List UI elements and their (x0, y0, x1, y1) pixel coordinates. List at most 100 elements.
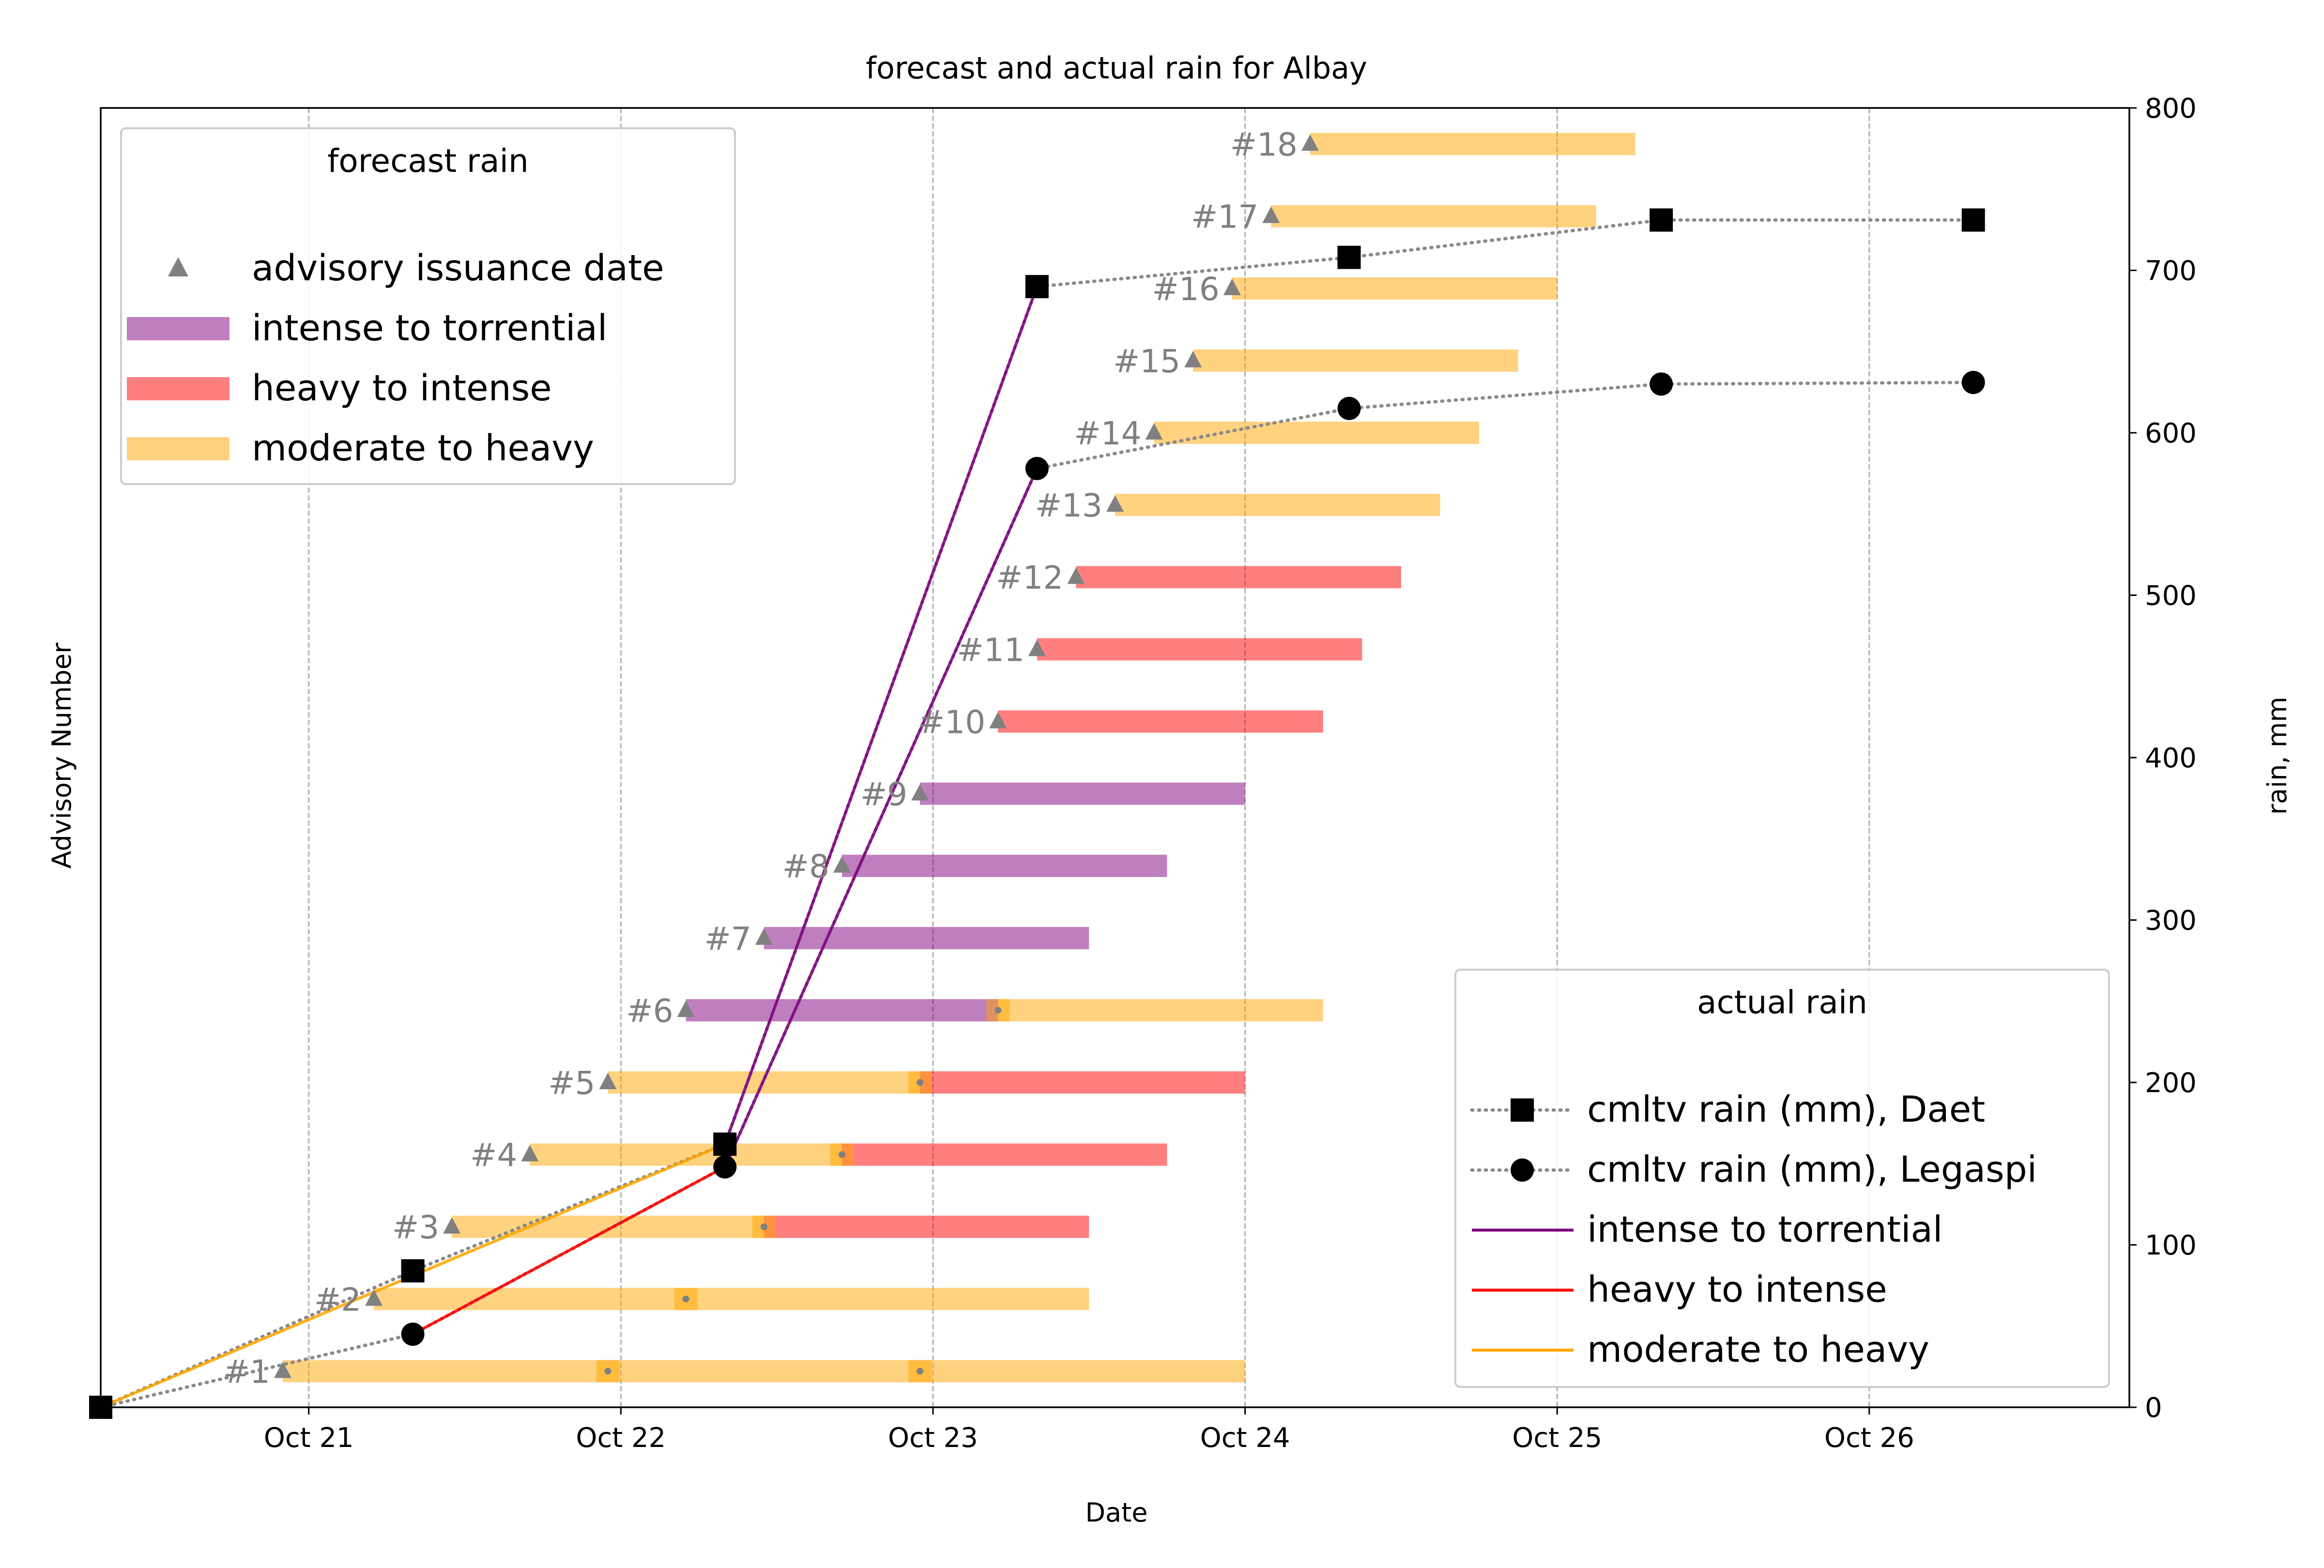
forecast-bar-heavy-to-intense (998, 710, 1323, 733)
advisory-label: #10 (918, 703, 985, 741)
advisory-issuance-triangle (1184, 350, 1202, 367)
advisory-issuance-triangle (833, 856, 851, 873)
forecast-bar-moderate-to-heavy (1232, 277, 1558, 300)
daet-square-marker (1025, 275, 1049, 299)
advisory-issuance-triangle (1262, 206, 1280, 223)
advisory-label: #5 (548, 1065, 595, 1102)
y-right-tick-label: 0 (2145, 1392, 2162, 1424)
y-axis-label-right: rain, mm (2262, 697, 2293, 815)
legaspi-circle-marker (713, 1155, 737, 1179)
advisory-issuance-triangle (677, 1000, 695, 1017)
actual-legend-circle-marker (1511, 1158, 1534, 1182)
forecast-bar-intense-to-torrential (686, 999, 998, 1021)
advisory-label: #4 (470, 1137, 517, 1174)
forecast-bar-moderate-to-heavy (1310, 133, 1636, 155)
advisory-issuance-triangle (911, 784, 929, 801)
forecast-bar-heavy-to-intense (764, 1216, 1089, 1238)
forecast-bar-heavy-to-intense (1076, 566, 1401, 589)
advisory-issuance-triangle (1223, 278, 1241, 295)
category-segment-intense-to-torrential (723, 468, 1039, 1168)
advisory-label: #8 (782, 848, 829, 885)
actual-legend-label: moderate to heavy (1587, 1329, 1929, 1370)
y-right-tick-label: 800 (2145, 93, 2197, 124)
y-axis-label-left: Advisory Number (46, 642, 77, 868)
forecast-legend-label: intense to torrential (252, 307, 607, 349)
forecast-legend-bar-swatch-heavy-to-intense (127, 377, 229, 400)
forecast-bar-moderate-to-heavy (1115, 494, 1440, 517)
advisory-label: #13 (1035, 487, 1102, 524)
forecast-bar-intense-to-torrential (841, 854, 1167, 877)
legaspi-circle-marker (1337, 396, 1361, 420)
actual-legend-label: intense to torrential (1587, 1209, 1942, 1250)
daet-square-marker (1337, 245, 1361, 269)
advisory-issuance-triangle (443, 1217, 461, 1234)
advisory-label: #2 (314, 1281, 361, 1318)
transition-dot (917, 1079, 924, 1086)
transition-dot (994, 1006, 1002, 1014)
forecast-legend-title: forecast rain (327, 142, 529, 180)
y-right-tick-label: 500 (2145, 580, 2197, 612)
advisory-issuance-triangle (599, 1073, 617, 1089)
x-axis-label: Date (1085, 1497, 1147, 1528)
advisory-issuance-triangle (274, 1361, 292, 1378)
advisory-label: #17 (1191, 198, 1258, 236)
forecast-legend-label: advisory issuance date (252, 247, 664, 289)
forecast-legend-bar-swatch-intense-to-torrential (127, 317, 229, 340)
advisory-label: #14 (1074, 415, 1141, 452)
y-right-tick-label: 100 (2145, 1230, 2197, 1262)
advisory-label: #7 (704, 920, 751, 958)
actual-legend-box (1454, 969, 2110, 1388)
y-right-tick-label: 400 (2145, 743, 2197, 774)
x-tick-label: Oct 24 (1200, 1422, 1290, 1454)
forecast-bar-heavy-to-intense (1037, 638, 1362, 661)
x-tick-label: Oct 25 (1512, 1422, 1602, 1454)
chart-title: forecast and actual rain for Albay (866, 50, 1367, 86)
y-right-tick-label: 300 (2145, 905, 2197, 937)
daet-square-marker (713, 1132, 737, 1156)
advisory-issuance-triangle (1145, 423, 1163, 440)
transition-dot (917, 1368, 924, 1375)
transition-dot (838, 1151, 845, 1158)
plot-frame (100, 107, 2130, 1408)
forecast-bar-moderate-to-heavy (530, 1143, 842, 1166)
advisory-label: #16 (1152, 271, 1219, 308)
x-tick-label: Oct 21 (264, 1422, 354, 1454)
actual-legend-label: heavy to intense (1587, 1269, 1887, 1310)
forecast-bar-moderate-to-heavy (283, 1360, 1245, 1383)
advisory-issuance-triangle (365, 1289, 383, 1306)
category-segment-intense-to-torrential (723, 286, 1039, 1145)
forecast-bar-heavy-to-intense (920, 1071, 1245, 1094)
actual-legend-title: actual rain (1697, 984, 1867, 1021)
forecast-bar-moderate-to-heavy (1193, 349, 1518, 372)
x-tick-label: Oct 22 (576, 1422, 666, 1454)
advisory-label: #18 (1230, 126, 1298, 164)
daet-square-marker (1961, 208, 1985, 232)
advisory-issuance-triangle (1301, 134, 1319, 151)
advisory-issuance-triangle (1067, 567, 1085, 584)
y-right-tick-label: 200 (2145, 1067, 2197, 1099)
transition-dot (682, 1295, 689, 1303)
advisory-label: #15 (1113, 343, 1180, 380)
daet-square-marker (1650, 208, 1673, 232)
advisory-issuance-triangle (989, 712, 1007, 729)
transition-dot (760, 1223, 767, 1231)
advisory-label: #12 (996, 559, 1063, 596)
forecast-bar-moderate-to-heavy (1154, 422, 1480, 444)
transition-dot (604, 1368, 612, 1375)
advisory-issuance-triangle (1106, 495, 1124, 512)
category-segment-heavy-to-intense (412, 1165, 726, 1336)
chart-markers: #1 #2 #3 #4 #5 #6 #7 #8 #9 #10 #11 #12 #13 #14 #15 #16 #… (89, 126, 1985, 1419)
advisory-issuance-triangle (1028, 639, 1046, 656)
legaspi-circle-marker (1650, 372, 1673, 396)
daet-square-marker (401, 1259, 425, 1283)
advisory-label: #3 (392, 1209, 439, 1246)
forecast-bar-intense-to-torrential (764, 927, 1089, 949)
axes: Oct 21 Oct 22 Oct 23 Oct 24 Oct 25 Oct 26 0 100… (100, 93, 2197, 1454)
forecast-legend-label: moderate to heavy (252, 427, 594, 469)
legaspi-circle-marker (401, 1323, 425, 1346)
y-right-tick-label: 700 (2145, 256, 2197, 287)
advisory-label: #11 (957, 631, 1024, 669)
forecast-bar-moderate-to-heavy (998, 999, 1323, 1021)
actual-legend-square-marker (1511, 1098, 1534, 1122)
